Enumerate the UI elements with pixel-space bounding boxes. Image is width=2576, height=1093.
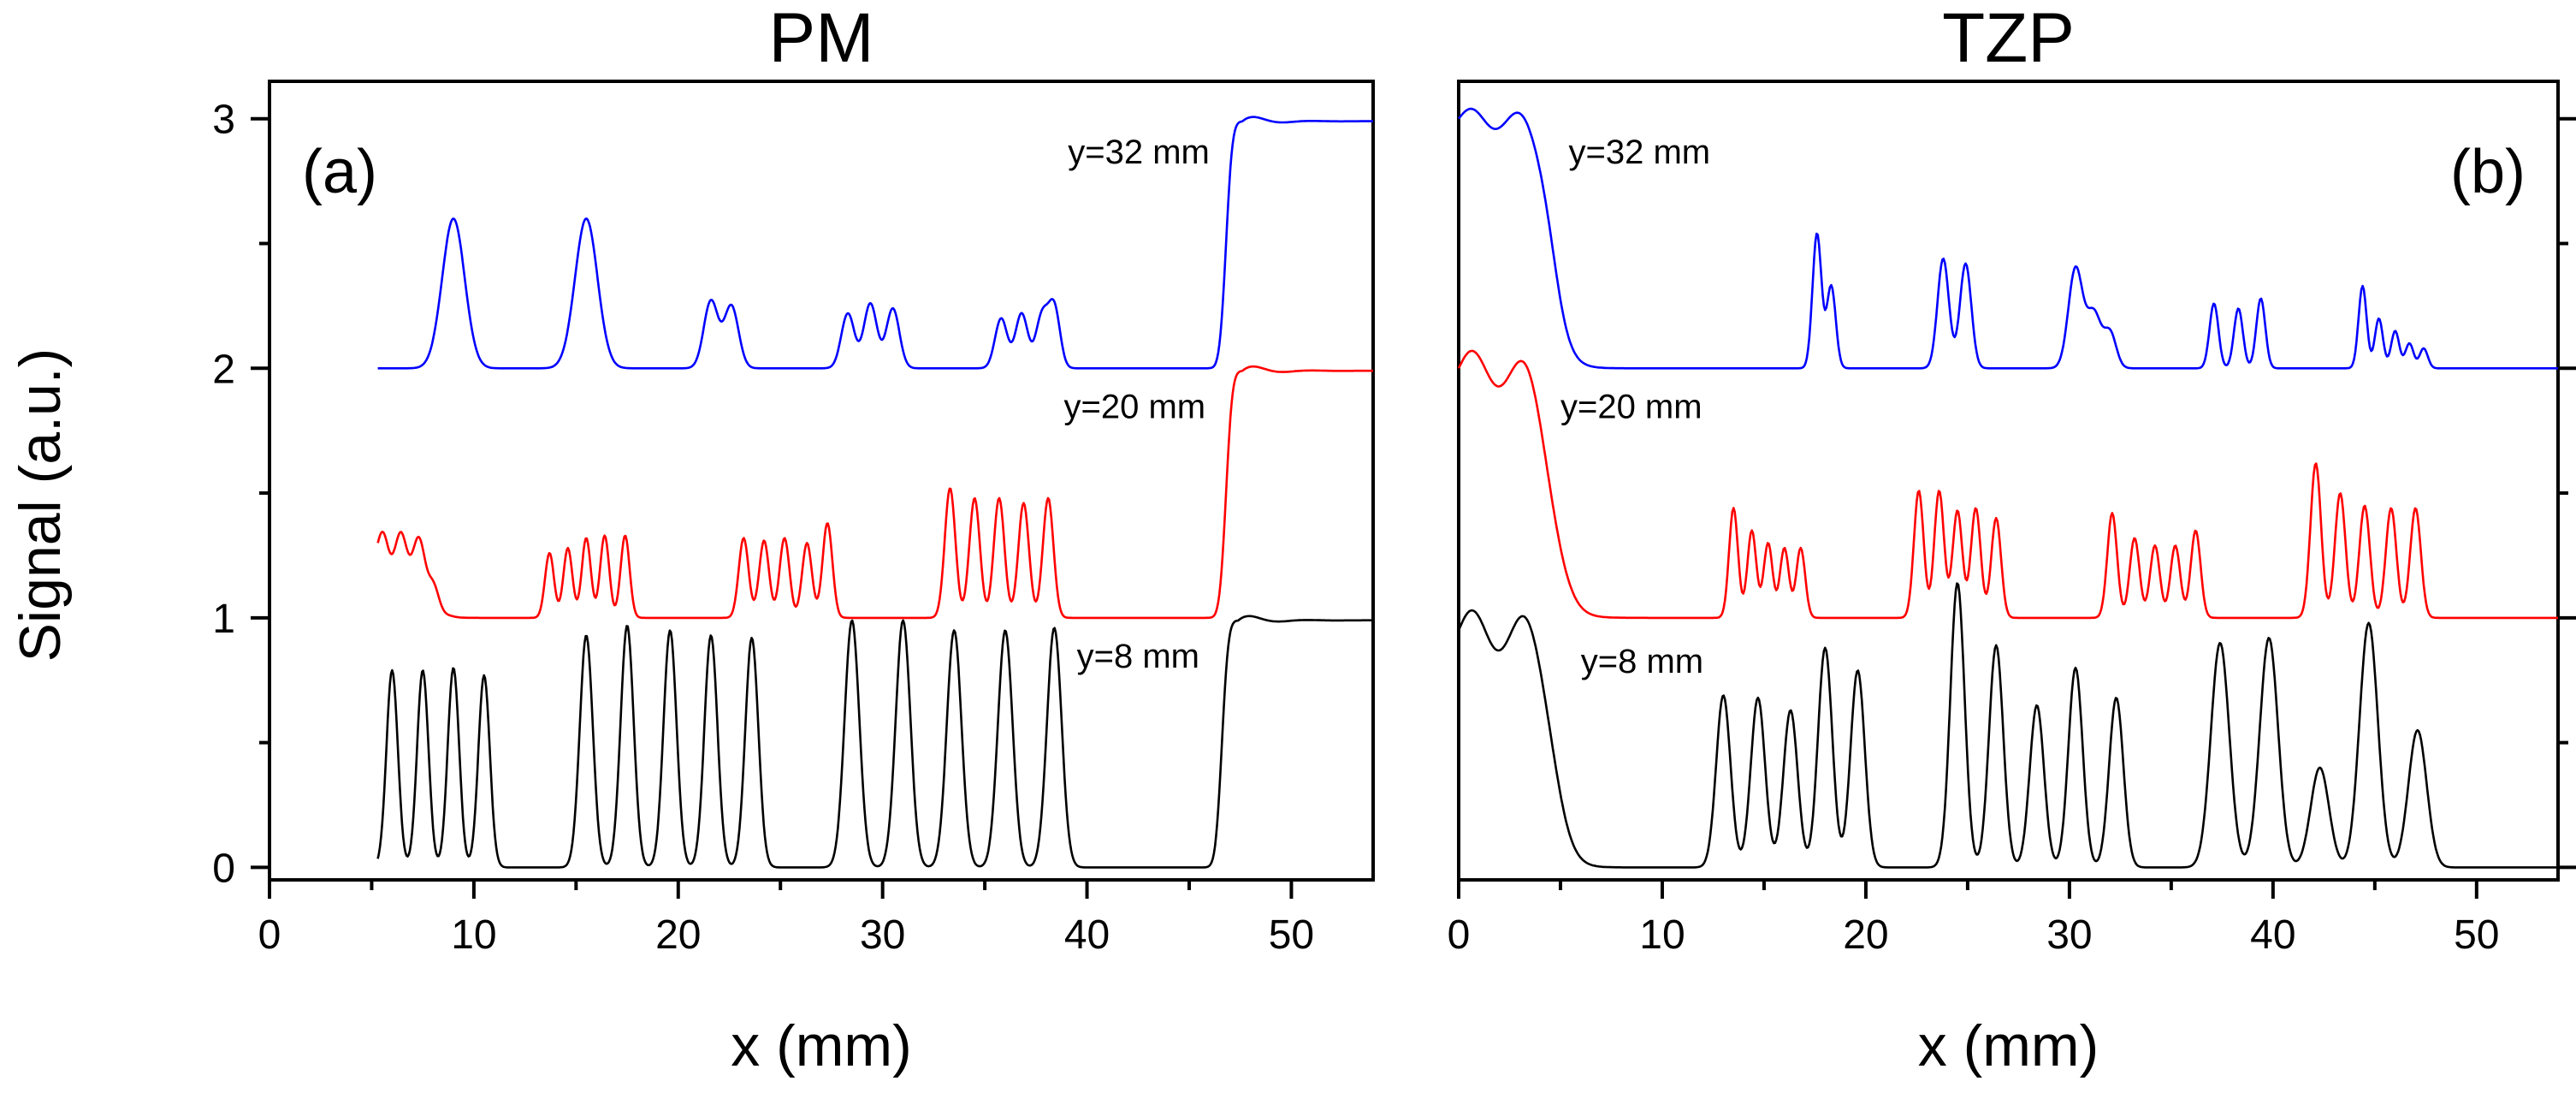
y-tick-label: 0: [212, 846, 235, 891]
series-line: [376, 615, 1373, 869]
series-line: [377, 116, 1373, 370]
series-line: [1457, 582, 2558, 869]
series-label: y=20 mm: [1064, 389, 1206, 426]
series-line: [376, 365, 1373, 620]
panel-title: TZP: [1942, 0, 2075, 77]
panel-tag: (a): [302, 138, 377, 206]
x-tick-label: 30: [860, 912, 905, 958]
plot-frame: [268, 80, 1375, 882]
y-tick-label: 1: [212, 597, 235, 642]
x-axis-label: x (mm): [1918, 1013, 2099, 1078]
x-tick-label: 50: [1269, 912, 1314, 958]
x-tick-label: 20: [1843, 912, 1888, 958]
x-tick-label: 50: [2454, 912, 2499, 958]
series-label: y=20 mm: [1560, 389, 1703, 426]
y-tick-label: 2: [212, 347, 235, 392]
x-tick-label: 10: [1639, 912, 1685, 958]
series-label: y=8 mm: [1077, 638, 1199, 675]
panel-tzp: TZP (b) x (mm) 0 10 20 30 40 50 y=8 mm y=20 mm y=32…: [1448, 0, 2576, 1078]
series-label: y=32 mm: [1068, 134, 1210, 171]
panel-tag: (b): [2450, 138, 2526, 206]
x-tick-label: 40: [2250, 912, 2295, 958]
figure-ylabel: Signal (a.u.): [8, 348, 73, 662]
x-tick-label: 0: [258, 912, 281, 958]
x-tick-label: 10: [451, 912, 496, 958]
y-tick-label: 3: [212, 98, 235, 143]
series-label: y=32 mm: [1569, 134, 1711, 171]
x-axis-label: x (mm): [731, 1013, 911, 1078]
series-label: y=8 mm: [1581, 643, 1703, 680]
series-line: [1457, 107, 2558, 370]
series-line: [1457, 349, 2558, 620]
x-tick-label: 40: [1064, 912, 1110, 958]
panel-title: PM: [769, 0, 874, 77]
panel-pm: PM (a) x (mm) 0 10 20 30 40 50 0 1 2 3 y=8 mm y=20 mm y…: [212, 0, 1375, 1078]
x-tick-label: 0: [1448, 912, 1471, 958]
x-tick-label: 20: [655, 912, 701, 958]
x-tick-label: 30: [2046, 912, 2092, 958]
plot-frame: [1457, 80, 2560, 882]
